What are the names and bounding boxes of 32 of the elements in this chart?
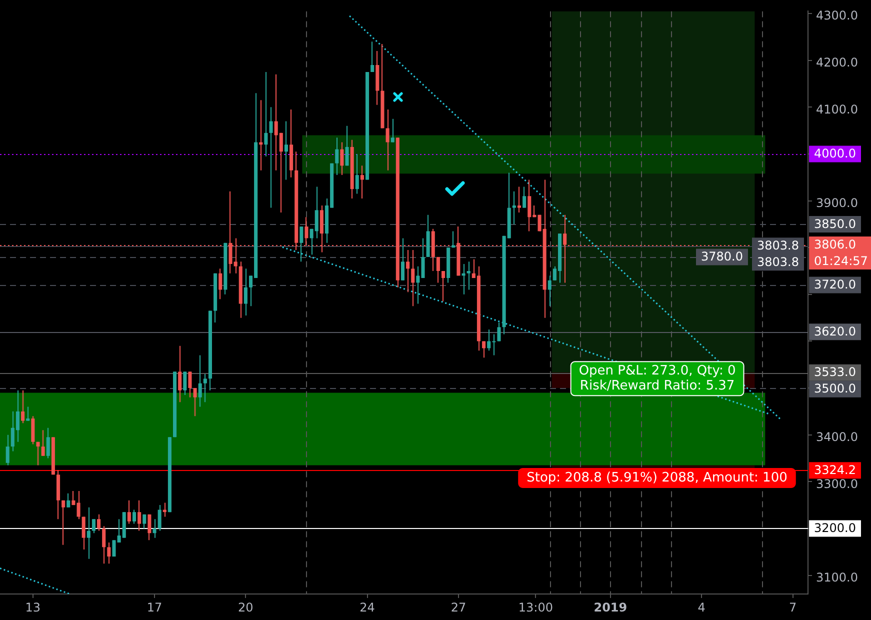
candlestick (512, 191, 516, 224)
ref-line-label: 3533.0 (814, 365, 856, 380)
x-tick-label: 24 (360, 600, 375, 614)
ref-line-label: 3500.0 (814, 382, 856, 396)
x-tick-label: 13:00 (518, 600, 554, 614)
y-tick-label: 3100.0 (816, 570, 858, 584)
x-tick-label: 17 (146, 600, 162, 614)
ref-line-label: 3780.0 (701, 250, 743, 264)
ref-line-label: 3850.0 (814, 216, 856, 231)
ref-line-label: 3200.0 (814, 521, 856, 536)
ref-line-label: 3324.2 (814, 462, 856, 477)
ref-line-label: 4000.0 (814, 146, 856, 161)
x-tick-label: 2019 (594, 600, 628, 614)
y-tick-label: 4100.0 (816, 102, 858, 116)
ref-line-label: 3803.8 3803.8 (757, 238, 799, 269)
ref-line-label: 3620.0 (814, 324, 856, 338)
candlestick (517, 186, 522, 212)
ref-line-label: 3806.0 01:24:57 (814, 237, 868, 268)
x-tick-label: 13 (25, 600, 41, 614)
x-tick-label: 20 (238, 600, 254, 614)
x-tick-label: 27 (450, 600, 466, 614)
y-tick-label: 3400.0 (816, 430, 858, 444)
ref-line-label: 3720.0 (814, 278, 856, 292)
x-tick-label: 7 (788, 600, 797, 614)
y-tick-label: 4300.0 (816, 8, 858, 23)
y-tick-label: 3900.0 (816, 196, 858, 210)
x-tick-label: 4 (698, 600, 706, 614)
candlestick (466, 262, 470, 290)
annotation: Stop: 208.8 (5.91%) 2088, Amount: 100 (526, 470, 788, 486)
annotation: Open P&L: 273.0, Qty: 0 Risk/Reward Ratio: 5.37 (578, 364, 736, 394)
y-tick-label: 3300.0 (816, 476, 858, 491)
y-tick-label: 4200.0 (816, 55, 858, 70)
